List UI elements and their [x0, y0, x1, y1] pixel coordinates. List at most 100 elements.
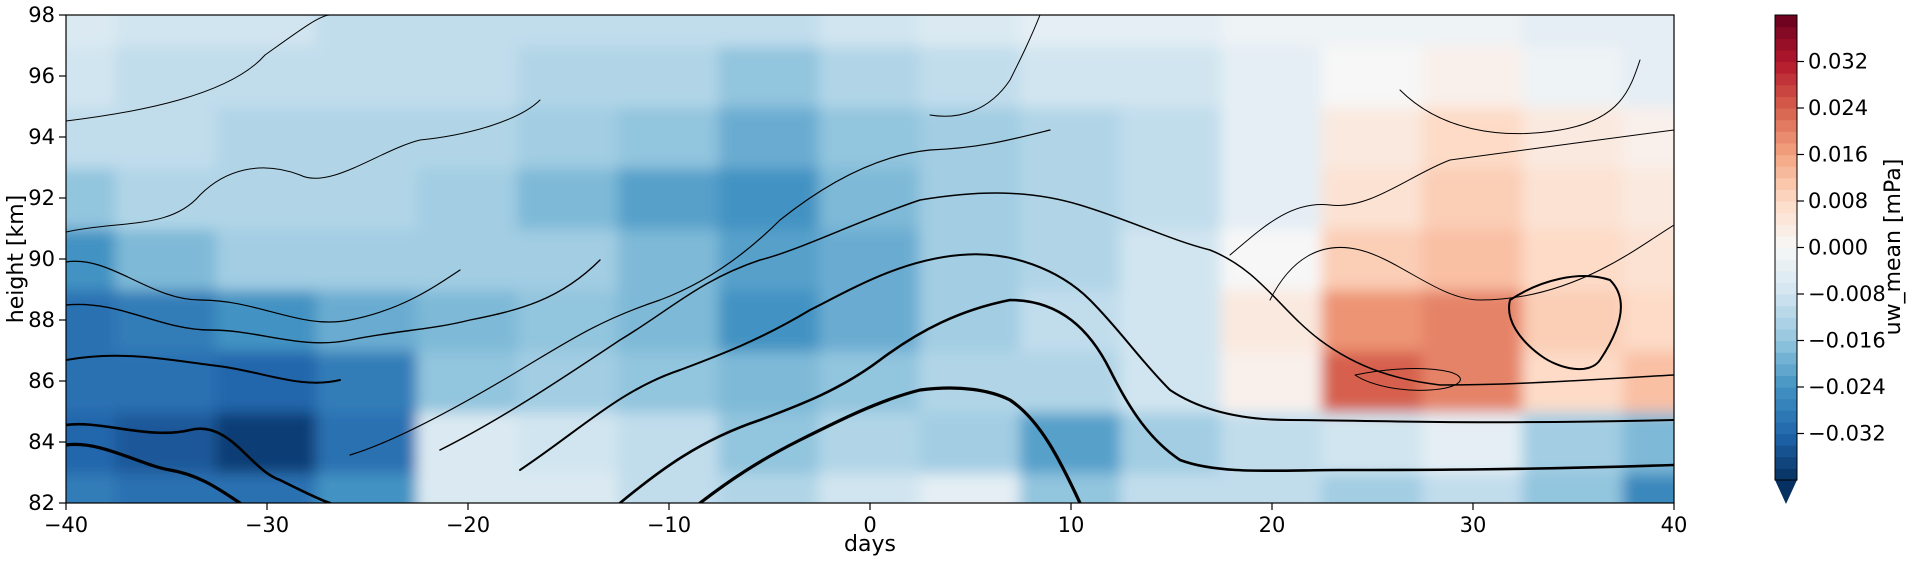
contour-line	[698, 386, 1082, 503]
y-tick-label: 96	[28, 64, 55, 88]
y-tick-label: 94	[28, 125, 55, 149]
heatmap-cell	[617, 349, 721, 413]
heatmap-cell	[517, 288, 620, 352]
colorbar-band	[1775, 119, 1797, 132]
heatmap-cell	[617, 471, 721, 503]
heatmap-cell	[919, 44, 1022, 108]
contour-line	[929, 15, 1041, 117]
heatmap-cell	[818, 166, 922, 230]
heatmap-cell	[1421, 44, 1525, 108]
colorbar-band	[1775, 340, 1797, 353]
heatmap-cell	[316, 227, 419, 291]
heatmap-cell	[416, 410, 520, 474]
heatmap-cell	[316, 105, 419, 169]
contour-line	[618, 298, 1674, 503]
plot-area	[65, 14, 1675, 504]
heatmap-cell	[1522, 105, 1625, 169]
x-axis-title: days	[844, 532, 896, 557]
heatmap-cell	[1522, 44, 1625, 108]
heatmap-cell	[517, 227, 620, 291]
x-tick-label: −40	[44, 513, 88, 537]
y-tick-label: 88	[28, 308, 55, 332]
heatmap-cell	[1321, 471, 1424, 503]
heatmap-cell	[416, 105, 520, 169]
y-tick-label: 82	[28, 491, 55, 515]
heatmap-cell	[818, 105, 922, 169]
heatmap-cell	[115, 471, 218, 503]
heatmap-cell	[1522, 227, 1625, 291]
heatmap-cell	[517, 15, 620, 47]
colorbar-tick-label: 0.000	[1808, 236, 1868, 260]
heatmap-cell	[1220, 288, 1324, 352]
heatmap-cell	[1120, 349, 1223, 413]
colorbar-ticks: −0.032 −0.024 −0.016 −0.008 0.000 0.008 0.016 0…	[1797, 50, 1886, 446]
heatmap-cell	[1321, 227, 1424, 291]
heatmap-cell	[1522, 410, 1625, 474]
heatmap-cell	[919, 471, 1022, 503]
x-tick-label: 0	[863, 513, 876, 537]
heatmap-cell	[617, 44, 721, 108]
heatmap-cell	[66, 105, 118, 169]
heatmap-cell	[919, 288, 1022, 352]
colorbar-band	[1775, 61, 1797, 74]
contour-line	[519, 253, 1674, 471]
colorbar-band	[1775, 154, 1797, 167]
contour-line	[66, 442, 242, 503]
heatmap-cell	[718, 166, 821, 230]
colorbar-band	[1775, 317, 1797, 330]
contour-line	[1229, 129, 1674, 256]
heatmap-cell	[1622, 166, 1674, 230]
heatmap-cell	[517, 105, 620, 169]
heatmap-cell	[416, 44, 520, 108]
heatmap-cell	[115, 105, 218, 169]
heatmap-cell	[1120, 288, 1223, 352]
heatmap-cell	[517, 410, 620, 474]
heatmap-cell	[1421, 410, 1525, 474]
heatmap-cell	[919, 105, 1022, 169]
heatmap-cell	[115, 227, 218, 291]
colorbar-band	[1775, 73, 1797, 86]
heatmap-cell	[1120, 15, 1223, 47]
y-tick-label: 92	[28, 186, 55, 210]
heatmap-cell	[1220, 227, 1324, 291]
heatmap-cell	[1019, 44, 1123, 108]
heatmap-cell	[215, 44, 319, 108]
heatmap-cell	[66, 44, 118, 108]
contour-lines	[66, 15, 1674, 503]
heatmap-cell	[1421, 15, 1525, 47]
colorbar-label: uw_mean [mPa]	[1881, 159, 1906, 336]
heatmap-cell	[316, 410, 419, 474]
heatmap-cell	[818, 349, 922, 413]
heatmap-cell	[416, 227, 520, 291]
heatmap-cell	[617, 410, 721, 474]
colorbar-band	[1775, 96, 1797, 109]
colorbar-band	[1775, 38, 1797, 51]
heatmap-cell	[1421, 349, 1525, 413]
heatmap-cell	[1421, 288, 1525, 352]
heatmap-cell	[1321, 105, 1424, 169]
heatmap-cell	[1220, 471, 1324, 503]
heatmap-cell	[316, 166, 419, 230]
colorbar-tick-label: 0.032	[1808, 50, 1868, 74]
heatmap-cell	[818, 410, 922, 474]
heatmap-cell	[818, 15, 922, 47]
heatmap-cell	[617, 166, 721, 230]
heatmap-cell	[115, 410, 218, 474]
colorbar-band	[1775, 247, 1797, 260]
heatmap-cell	[1019, 349, 1123, 413]
colorbar-band	[1775, 177, 1797, 190]
heatmap-cell	[66, 15, 118, 47]
heatmap-cell	[1120, 471, 1223, 503]
heatmap-cell	[316, 44, 419, 108]
heatmap-cell	[718, 44, 821, 108]
heatmap-cell	[718, 410, 821, 474]
heatmap-cell	[1522, 166, 1625, 230]
colorbar-tick-label: 0.024	[1808, 96, 1868, 120]
y-tick-label: 98	[28, 3, 55, 27]
heatmap-cell	[1522, 288, 1625, 352]
heatmap-cell	[718, 105, 821, 169]
colorbar-band	[1775, 131, 1797, 144]
contour-line	[66, 354, 341, 384]
colorbar-band	[1775, 235, 1797, 249]
